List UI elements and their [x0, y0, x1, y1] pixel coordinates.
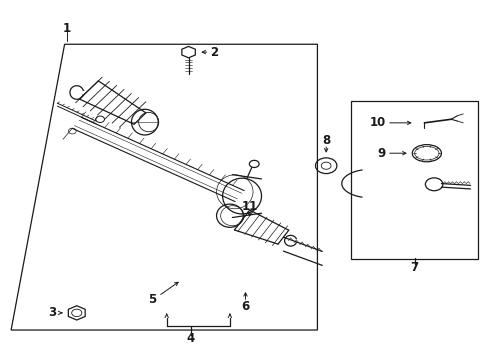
Text: 6: 6	[241, 300, 249, 313]
Text: 5: 5	[148, 293, 156, 306]
Text: 4: 4	[186, 333, 195, 346]
Text: 3: 3	[48, 306, 57, 319]
Text: 11: 11	[241, 200, 257, 213]
Text: 2: 2	[210, 46, 218, 59]
Text: 1: 1	[63, 22, 71, 35]
Text: 9: 9	[376, 147, 385, 160]
Text: 10: 10	[368, 116, 385, 129]
Text: 7: 7	[410, 261, 418, 274]
Text: 8: 8	[322, 134, 329, 147]
